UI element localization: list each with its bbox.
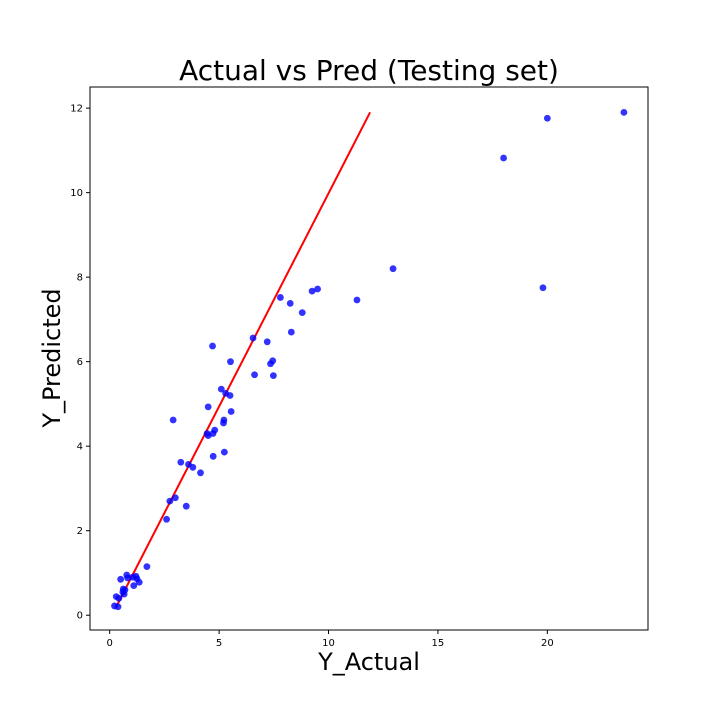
data-point [182, 502, 190, 510]
x-tick-label: 0 [107, 638, 113, 649]
y-tick-label: 2 [77, 526, 83, 537]
data-point [121, 586, 129, 594]
y-tick-label: 12 [70, 104, 83, 115]
data-point [251, 371, 258, 379]
data-point [211, 426, 219, 434]
y-tick-label: 10 [70, 188, 83, 199]
data-point [217, 385, 225, 393]
data-point [220, 448, 228, 456]
data-point [539, 284, 547, 292]
data-point [353, 296, 361, 304]
data-point [166, 497, 174, 505]
y-tick-label: 8 [77, 273, 83, 284]
reference-line-group [115, 111, 371, 608]
data-point [389, 265, 397, 273]
data-points [111, 108, 628, 611]
data-point [197, 469, 204, 477]
plot-frame [89, 86, 649, 631]
chart-title: Actual vs Pred (Testing set) [179, 54, 559, 87]
data-point [130, 582, 138, 590]
x-tick-label: 20 [541, 638, 554, 649]
data-point [177, 458, 185, 466]
data-point [209, 452, 217, 460]
data-point [124, 574, 132, 582]
data-point [189, 463, 197, 471]
reference-line [115, 111, 371, 608]
data-point [263, 338, 271, 346]
data-point [115, 594, 123, 602]
data-point [543, 114, 551, 122]
data-point [287, 328, 295, 336]
y-axis-label: Y_Predicted [38, 288, 66, 428]
y-axis-ticks: 0 2 4 6 8 10 12 [70, 104, 90, 622]
x-tick-label: 10 [322, 638, 335, 649]
data-point [143, 563, 151, 571]
data-point [227, 358, 234, 366]
data-point [314, 285, 321, 293]
y-tick-label: 4 [77, 442, 83, 453]
y-tick-label: 0 [77, 611, 83, 622]
data-point [269, 357, 277, 365]
data-point [269, 372, 277, 380]
data-point [500, 154, 507, 162]
data-point [620, 108, 628, 116]
data-point [220, 416, 228, 424]
data-point [209, 342, 216, 350]
y-tick-label: 6 [77, 357, 83, 368]
x-axis-label: Y_Actual [317, 648, 420, 676]
data-point [226, 392, 234, 399]
x-tick-label: 15 [432, 638, 445, 649]
data-point [298, 309, 306, 317]
data-point [276, 294, 284, 301]
data-point [114, 603, 122, 611]
data-point [171, 494, 179, 502]
data-point [227, 408, 235, 415]
data-point [249, 334, 257, 342]
x-tick-label: 5 [216, 638, 222, 649]
data-point [135, 578, 143, 586]
data-point [286, 299, 294, 307]
data-point [163, 515, 170, 523]
x-axis-ticks: 0 5 10 15 20 [107, 630, 554, 649]
data-point [117, 575, 125, 583]
data-point [169, 416, 177, 424]
data-point [204, 403, 212, 411]
data-point [308, 287, 316, 295]
